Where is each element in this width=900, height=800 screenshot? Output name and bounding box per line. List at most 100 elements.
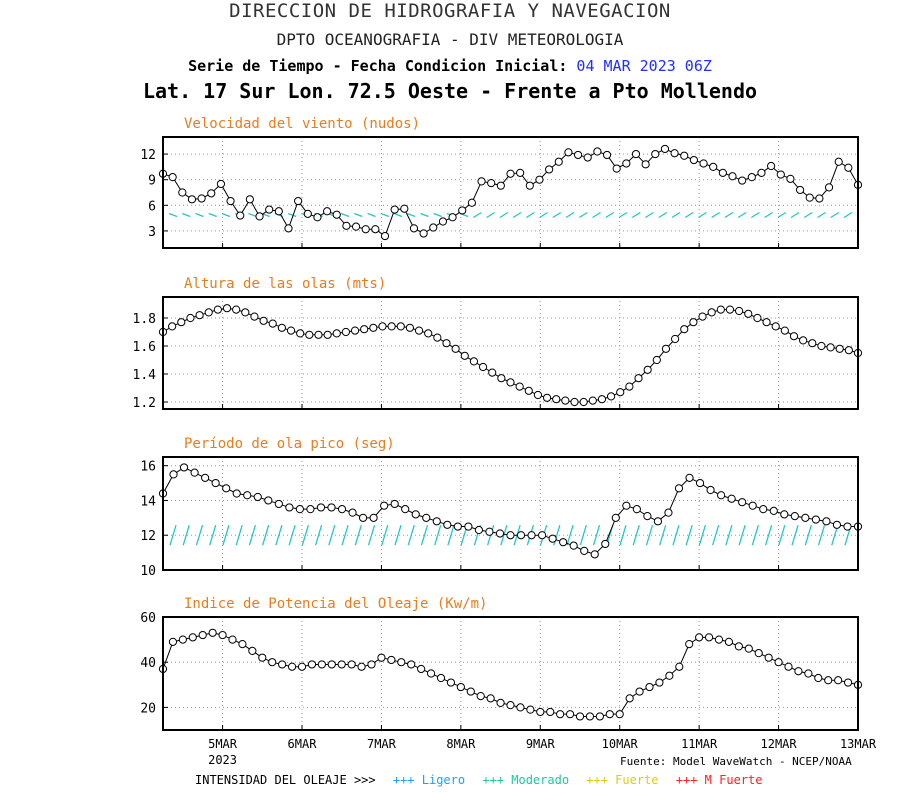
direction-arrow xyxy=(738,525,746,546)
direction-arrow xyxy=(235,525,243,546)
data-point xyxy=(426,669,436,678)
data-point xyxy=(559,538,568,547)
data-point xyxy=(738,498,747,507)
direction-arrow xyxy=(659,525,667,546)
direction-arrow xyxy=(671,211,681,219)
data-point xyxy=(232,305,241,314)
data-point xyxy=(294,196,303,206)
data-point xyxy=(341,327,350,337)
data-point xyxy=(615,710,624,719)
direction-arrow xyxy=(367,525,376,546)
data-point xyxy=(759,505,768,514)
data-point xyxy=(597,395,607,404)
legend-moderado: +++ Moderado xyxy=(482,773,570,787)
data-point xyxy=(738,176,747,185)
data-point xyxy=(725,305,735,314)
direction-arrow xyxy=(301,525,309,546)
data-point xyxy=(744,644,753,653)
data-point xyxy=(704,633,714,642)
data-point xyxy=(671,334,680,344)
data-point xyxy=(525,181,534,190)
data-point xyxy=(670,149,679,158)
direction-arrow xyxy=(565,211,575,219)
data-point xyxy=(780,510,789,519)
data-point xyxy=(506,701,515,710)
data-point xyxy=(438,217,448,226)
data-point xyxy=(554,157,563,166)
direction-arrow xyxy=(658,211,668,219)
data-point xyxy=(486,694,495,703)
data-point xyxy=(201,473,210,482)
data-point xyxy=(516,703,525,712)
data-point xyxy=(516,168,525,177)
direction-arrow xyxy=(208,212,217,218)
data-point xyxy=(218,630,227,640)
data-point xyxy=(707,308,716,317)
data-point xyxy=(332,329,341,338)
direction-arrow xyxy=(672,525,680,546)
panel-frame xyxy=(162,296,859,410)
data-point xyxy=(675,662,684,671)
data-point xyxy=(369,323,378,332)
data-point xyxy=(811,515,820,524)
data-point xyxy=(350,326,360,335)
data-point xyxy=(506,378,515,387)
x-tick-label: 9MAR xyxy=(526,737,556,751)
x-tick-label: 11MAR xyxy=(681,737,718,751)
legend-fuerte: +++ Fuerte xyxy=(586,773,659,787)
y-tick-label: 20 xyxy=(140,701,156,716)
data-point xyxy=(347,660,356,669)
legend-ligero: +++ Ligero xyxy=(392,773,466,787)
data-point xyxy=(605,710,614,719)
direction-arrow xyxy=(711,211,720,219)
data-point xyxy=(216,179,226,189)
panel-title: Período de ola pico (seg) xyxy=(184,436,395,452)
data-point xyxy=(458,206,467,215)
data-point xyxy=(467,198,476,207)
data-point xyxy=(580,546,589,555)
data-point xyxy=(390,205,399,214)
direction-arrow xyxy=(433,212,442,218)
data-point xyxy=(588,396,597,405)
direction-arrow xyxy=(275,525,283,546)
data-point xyxy=(226,196,235,206)
data-point xyxy=(680,151,689,160)
legend-mfuerte: +++ M Fuerte xyxy=(675,773,763,787)
data-point xyxy=(177,318,186,327)
data-point xyxy=(524,386,533,395)
data-point xyxy=(602,150,612,160)
data-point xyxy=(718,168,727,177)
y-tick-label: 16 xyxy=(140,460,156,475)
x-tick-label: 13MAR xyxy=(840,737,877,751)
data-point xyxy=(446,678,456,687)
data-point xyxy=(611,513,620,522)
data-point xyxy=(804,669,813,678)
data-point xyxy=(396,322,405,331)
data-point xyxy=(316,503,326,512)
data-point xyxy=(526,705,535,714)
data-point xyxy=(213,305,222,314)
x-tick-label: 6MAR xyxy=(288,737,318,751)
data-point xyxy=(419,229,428,238)
data-point xyxy=(327,503,336,512)
data-point xyxy=(211,478,220,488)
y-tick-label: 14 xyxy=(140,494,156,509)
data-point xyxy=(208,628,217,637)
data-point xyxy=(284,224,293,233)
x-tick-label: 8MAR xyxy=(446,737,476,751)
data-point xyxy=(660,144,670,154)
data-point xyxy=(488,368,497,377)
data-point xyxy=(706,485,715,495)
series-line xyxy=(162,148,859,237)
direction-arrow xyxy=(579,525,587,546)
data-point xyxy=(495,529,505,538)
data-point xyxy=(390,499,399,509)
direction-arrow xyxy=(512,211,522,219)
direction-arrow xyxy=(354,212,363,218)
data-point xyxy=(358,513,368,522)
direction-arrow xyxy=(751,525,759,546)
data-point xyxy=(222,484,231,493)
data-point xyxy=(222,304,232,313)
data-point xyxy=(689,318,698,327)
